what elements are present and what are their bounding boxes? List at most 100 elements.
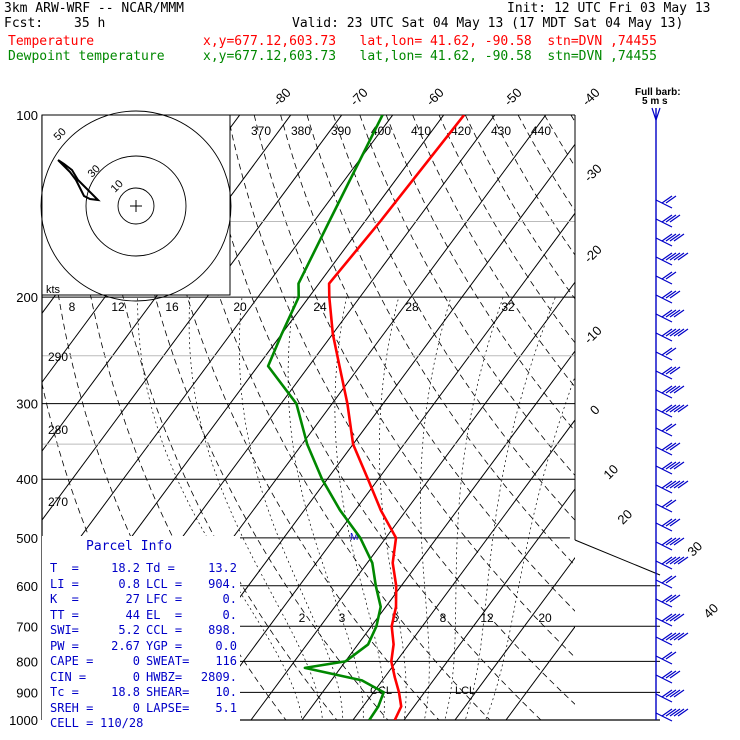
parcel-info-cell: K = xyxy=(50,592,79,606)
mixing-ratio-label: 8 xyxy=(69,300,76,314)
wind-barb-feather xyxy=(665,214,677,223)
wind-barb-feather xyxy=(669,214,681,223)
mixing-ratio-label: 12 xyxy=(480,611,494,625)
parcel-info-cell: 2809. xyxy=(200,669,237,684)
wind-barb-feather xyxy=(669,233,681,242)
wind-barb-shaft xyxy=(655,275,673,285)
wind-barb-feather xyxy=(661,347,673,356)
isotherm-line xyxy=(454,556,575,720)
mixing-ratio-label: 20 xyxy=(538,611,552,625)
wind-barb-feather xyxy=(665,290,677,299)
wind-barb-feather xyxy=(677,404,689,413)
dry-adiabat xyxy=(69,115,287,720)
parcel-info-cell: EL = xyxy=(146,607,183,622)
parcel-info-cell: 0.0 xyxy=(215,638,237,653)
wind-barb-feather xyxy=(661,461,673,470)
el-marker: M xyxy=(350,532,358,543)
wind-barb-feather xyxy=(665,271,677,280)
wind-barb-feather xyxy=(661,708,673,717)
temperature-line xyxy=(327,115,466,720)
moist-adiabat xyxy=(420,297,452,720)
wind-barb-shaft xyxy=(655,484,673,494)
dry-adiabat xyxy=(306,115,575,567)
parcel-info-cell: 898. xyxy=(208,623,237,637)
wind-barb-feather xyxy=(669,385,681,394)
moist-adiabat xyxy=(188,297,323,720)
mixing-ratio-label: 5 xyxy=(392,611,399,625)
dewpoint-line xyxy=(266,115,385,720)
isotherm-top-label: -40 xyxy=(579,85,603,109)
wind-barb-feather xyxy=(669,556,681,565)
wind-barb-feather xyxy=(669,309,681,318)
wind-barb-feather xyxy=(661,480,673,489)
wind-barb-feather xyxy=(661,556,673,565)
wind-barb-feather xyxy=(665,556,677,565)
parcel-info-cell: 2.67 xyxy=(111,638,140,653)
valid-time: Valid: 23 UTC Sat 04 May 13 (17 MDT Sat … xyxy=(292,16,684,31)
isotherm-line xyxy=(352,419,575,720)
theta-label: 390 xyxy=(331,124,351,138)
hodograph-kts-label: kts xyxy=(46,284,61,296)
parcel-info-cell: 27 xyxy=(125,592,140,606)
wind-barb-feather xyxy=(673,404,685,413)
wind-barb-feather xyxy=(661,423,673,432)
isotherm-line xyxy=(250,281,575,720)
parcel-info-cell: LCL = xyxy=(146,576,183,591)
isotherm-line xyxy=(42,115,292,452)
wind-barb-feather xyxy=(661,195,673,204)
wind-barb-feather xyxy=(661,537,673,546)
isotherm-top-label: -80 xyxy=(270,85,294,109)
wind-barb-shaft xyxy=(655,332,673,342)
wind-barbs xyxy=(651,107,689,722)
profile-lines xyxy=(266,115,466,720)
isotherm-right-label: 30 xyxy=(684,538,705,559)
parcel-info-cell: 0 xyxy=(132,654,140,668)
wind-barb-feather xyxy=(661,613,673,622)
wind-barb-shaft xyxy=(655,351,673,361)
wind-barb-shaft xyxy=(655,579,673,589)
wind-barb-feather xyxy=(665,613,677,622)
frame-slant xyxy=(574,539,661,576)
hodograph-ring-50 xyxy=(40,110,232,302)
wind-barb-shaft xyxy=(655,693,673,703)
wind-barb-feather xyxy=(665,328,677,337)
isotherm-right-label: 20 xyxy=(614,506,635,527)
wind-barb-feather xyxy=(665,442,677,451)
wind-barb-feather xyxy=(665,708,677,717)
wind-barb-feather xyxy=(673,689,685,698)
parcel-info-cell: CELL = xyxy=(50,716,94,730)
parcel-info-cell: CAPE = xyxy=(50,654,94,668)
pressure-tick-label: 1000 xyxy=(9,713,38,728)
wind-barb-feather xyxy=(661,499,673,508)
wind-barb-shaft xyxy=(655,560,673,570)
isotherm-right-label: -10 xyxy=(581,323,605,347)
mixing-ratio-label: 2 xyxy=(299,611,306,625)
moist-adiabat xyxy=(334,297,385,720)
wind-barb-shaft xyxy=(655,408,673,418)
isotherm-line xyxy=(403,488,575,720)
dry-adiabat xyxy=(253,115,575,658)
init-time: Init: 12 UTC Fri 03 May 13 xyxy=(507,1,711,16)
dry-adiabat xyxy=(491,115,575,256)
wind-barb-shaft xyxy=(655,256,673,266)
wind-barb-feather xyxy=(677,632,689,641)
mixing-ratio-label: 28 xyxy=(405,300,419,314)
isotherm-line xyxy=(505,625,575,720)
temperature-legend: Temperature xyxy=(8,34,95,49)
pressure-tick-label: 100 xyxy=(16,108,38,123)
theta-label: 370 xyxy=(251,124,271,138)
wind-barb-shaft xyxy=(655,389,673,399)
wind-barb-feather xyxy=(661,404,673,413)
parcel-info-cell: 904. xyxy=(208,576,237,591)
wind-barb-feather xyxy=(665,252,677,261)
moist-adiabat xyxy=(238,297,344,720)
dry-adiabat-label: 280 xyxy=(48,423,68,437)
parcel-info-cell: LAPSE= xyxy=(146,700,190,715)
mixing-ratio-label: 20 xyxy=(233,300,247,314)
chart-grid xyxy=(42,115,575,720)
isotherm-right-label: 10 xyxy=(600,461,621,482)
wind-barb-shaft xyxy=(655,636,673,646)
mixing-ratio-label: 32 xyxy=(501,300,515,314)
wind-barb-feather xyxy=(673,461,685,470)
